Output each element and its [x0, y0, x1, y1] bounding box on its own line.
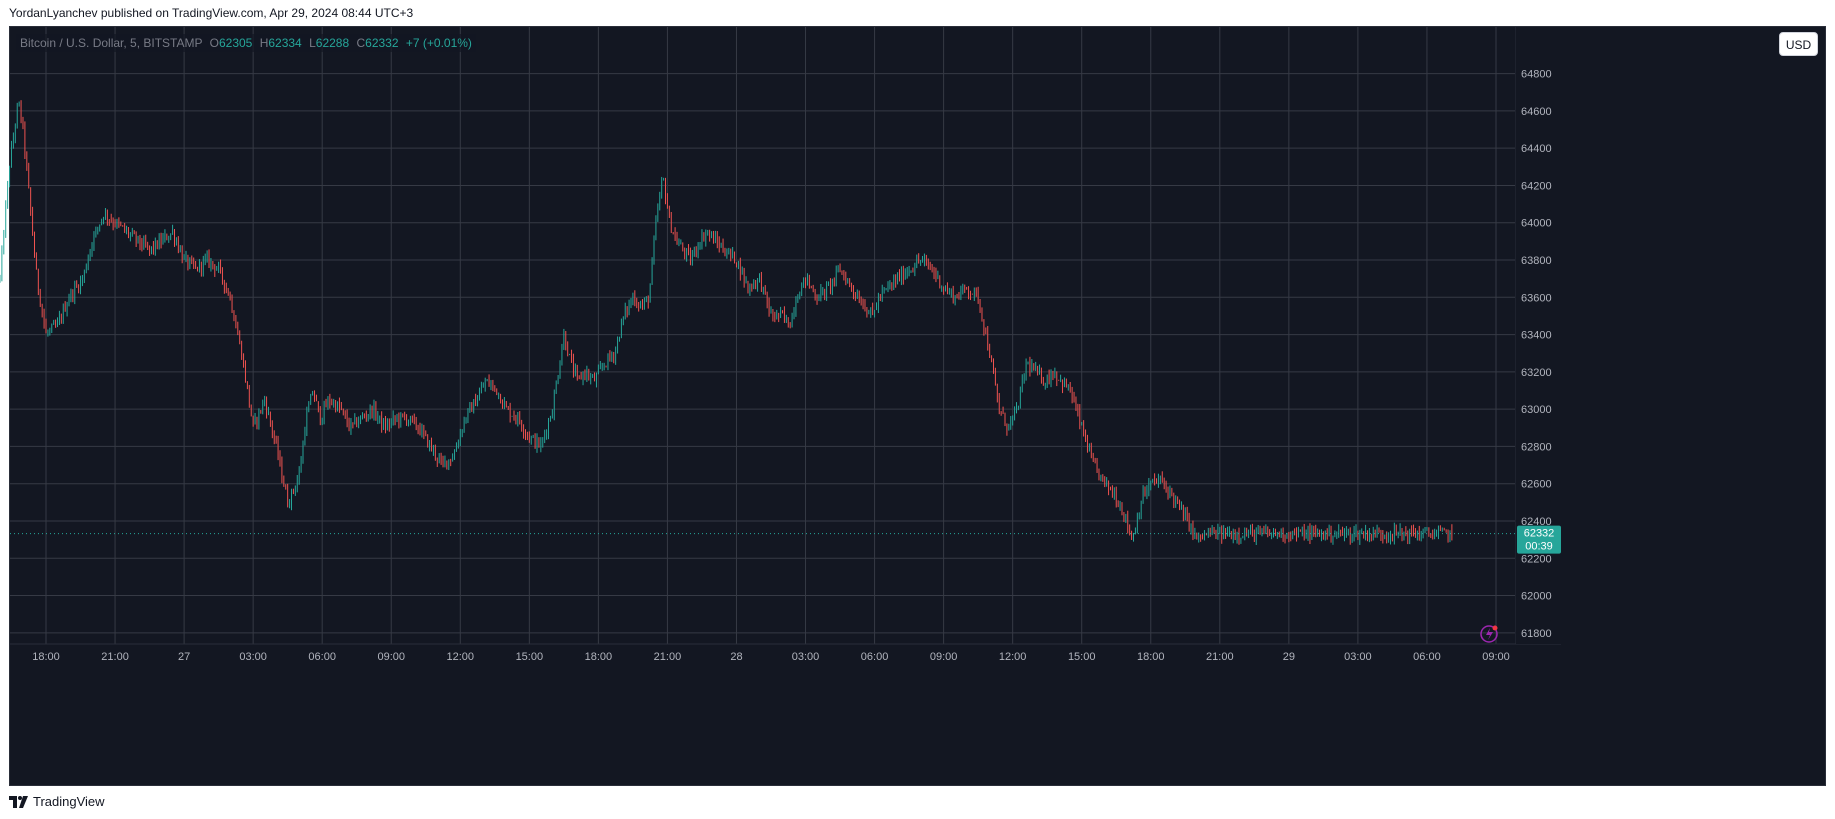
grid — [10, 27, 1561, 645]
footer: TradingView — [9, 794, 105, 809]
time-tick-label: 21:00 — [1206, 651, 1234, 663]
open-label: O — [209, 36, 219, 50]
time-tick-label: 06:00 — [1413, 651, 1441, 663]
time-tick-label: 06:00 — [861, 651, 889, 663]
time-tick-label: 18:00 — [32, 651, 60, 663]
price-tick-label: 63800 — [1521, 255, 1552, 267]
close-label: C — [356, 36, 366, 50]
time-tick-label: 15:00 — [1068, 651, 1096, 663]
time-tick-label: 09:00 — [1482, 651, 1510, 663]
time-tick-label: 18:00 — [1137, 651, 1165, 663]
time-tick-label: 12:00 — [999, 651, 1027, 663]
currency-button[interactable]: USD — [1779, 32, 1818, 56]
publish-header: YordanLyanchev published on TradingView.… — [9, 6, 414, 20]
time-tick-label: 09:00 — [930, 651, 958, 663]
time-tick-label: 03:00 — [1344, 651, 1372, 663]
price-tick-label: 62200 — [1521, 553, 1552, 565]
last-price-value: 62332 — [1524, 528, 1555, 540]
close-value: 62332 — [365, 36, 399, 50]
time-tick-label: 03:00 — [239, 651, 267, 663]
last-price-tag-bg — [1517, 525, 1561, 554]
low-value: 62288 — [315, 36, 350, 50]
time-tick-label: 21:00 — [101, 651, 129, 663]
price-tick-label: 61800 — [1521, 628, 1552, 640]
high-label: H — [259, 36, 269, 50]
time-tick-label: 03:00 — [792, 651, 820, 663]
price-tick-label: 63000 — [1521, 404, 1552, 416]
time-tick-label: 28 — [730, 651, 742, 663]
lightning-icon-ring — [1480, 625, 1498, 643]
lightning-icon[interactable] — [1480, 625, 1498, 643]
time-tick-label: 09:00 — [377, 651, 405, 663]
price-tick-label: 63200 — [1521, 367, 1552, 379]
price-tick-label: 64600 — [1521, 106, 1552, 118]
price-tick-label: 64000 — [1521, 218, 1552, 230]
change-value: +7 (+0.01%) — [405, 36, 472, 50]
time-tick-label: 15:00 — [516, 651, 544, 663]
price-tick-label: 64800 — [1521, 69, 1552, 81]
notification-dot — [1492, 625, 1498, 631]
price-tick-label: 64400 — [1521, 143, 1552, 155]
time-axis[interactable]: 18:00 21:00 27 03:00 06:00 09:00 12:00 15:00 18:… — [32, 651, 1510, 663]
price-tick-label: 63400 — [1521, 330, 1552, 342]
open-value: 62305 — [218, 36, 253, 50]
lightning-icon-bolt — [1486, 628, 1493, 640]
tradingview-logo-icon — [9, 795, 28, 808]
symbol-legend[interactable]: Bitcoin / U.S. Dollar, 5, BITSTAMP O6230… — [16, 34, 476, 52]
price-tick-label: 64200 — [1521, 180, 1552, 192]
time-tick-label: 06:00 — [308, 651, 336, 663]
price-tick-label: 62000 — [1521, 591, 1552, 603]
high-value: 62334 — [268, 36, 302, 50]
time-tick-label: 18:00 — [585, 651, 613, 663]
price-tick-label: 62800 — [1521, 441, 1552, 453]
candles — [0, 100, 1453, 545]
price-tick-label: 62400 — [1521, 516, 1552, 528]
price-tick-label: 63600 — [1521, 292, 1552, 304]
price-tick-label: 62600 — [1521, 479, 1552, 491]
countdown-value: 00:39 — [1525, 541, 1553, 553]
time-tick-label: 12:00 — [447, 651, 475, 663]
time-tick-label: 29 — [1283, 651, 1295, 663]
time-tick-label: 21:00 — [654, 651, 682, 663]
time-tick-label: 27 — [178, 651, 190, 663]
low-label: L — [309, 36, 316, 50]
symbol-name: Bitcoin / U.S. Dollar, 5, BITSTAMP — [20, 36, 203, 50]
footer-brand: TradingView — [33, 794, 105, 809]
